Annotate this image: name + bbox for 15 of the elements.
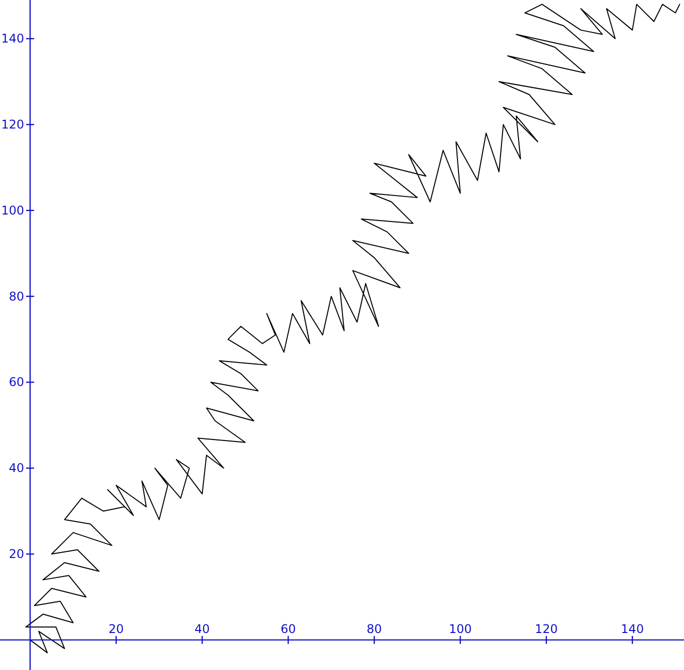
y-tick-label: 20 (8, 547, 24, 562)
x-tick-label: 140 (620, 622, 644, 636)
y-tick-label: 40 (8, 461, 24, 476)
x-tick-label: 40 (194, 622, 210, 636)
y-tick-label: 60 (8, 375, 24, 390)
x-tick-label: 20 (108, 622, 124, 636)
y-tick-label: 140 (1, 32, 24, 46)
y-tick-label: 80 (8, 289, 24, 304)
line-series (25, 4, 680, 654)
y-tick-label: 100 (1, 203, 24, 218)
x-tick-label: 100 (448, 622, 472, 636)
y-tick-label: 120 (1, 118, 24, 132)
x-tick-label: 80 (366, 622, 382, 636)
x-tick-label: 60 (280, 622, 296, 636)
x-tick-label: 120 (534, 622, 558, 636)
